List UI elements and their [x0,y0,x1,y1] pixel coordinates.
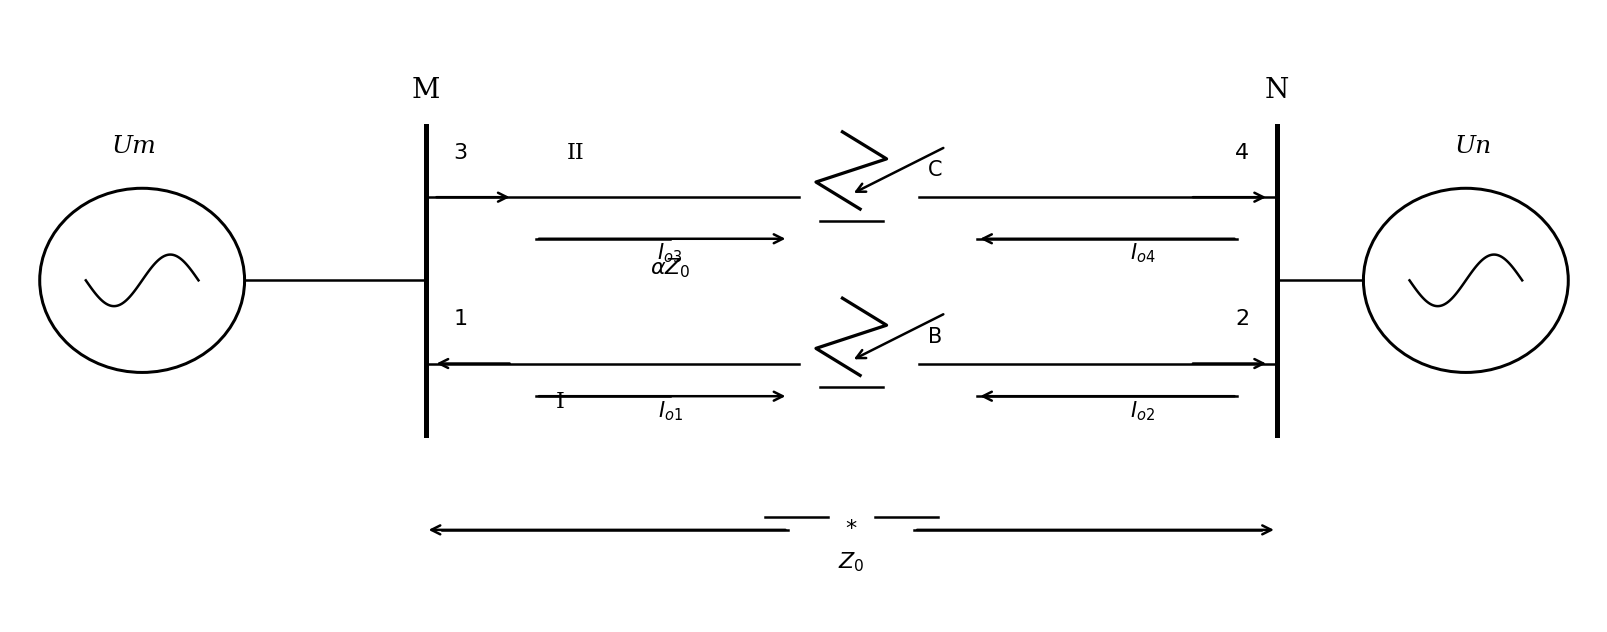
Text: 2: 2 [1234,309,1249,329]
Text: M: M [411,76,440,104]
Text: I: I [554,391,564,413]
Text: $I_{o3}$: $I_{o3}$ [657,242,683,265]
Text: 1: 1 [453,309,468,329]
Text: C: C [927,161,942,181]
Text: 4: 4 [1234,143,1249,162]
Text: $\alpha Z_0$: $\alpha Z_0$ [649,257,689,280]
Text: Un: Un [1454,135,1491,158]
Text: 3: 3 [453,143,468,162]
Text: Um: Um [112,135,156,158]
Text: $I_{o1}$: $I_{o1}$ [657,399,681,423]
Text: N: N [1263,76,1289,104]
Text: $I_{o2}$: $I_{o2}$ [1130,399,1154,423]
Text: $I_{o4}$: $I_{o4}$ [1130,242,1155,265]
Text: II: II [566,142,583,164]
Text: B: B [927,327,942,347]
Text: $*$: $*$ [845,517,857,537]
Text: $Z_0$: $Z_0$ [837,550,865,574]
